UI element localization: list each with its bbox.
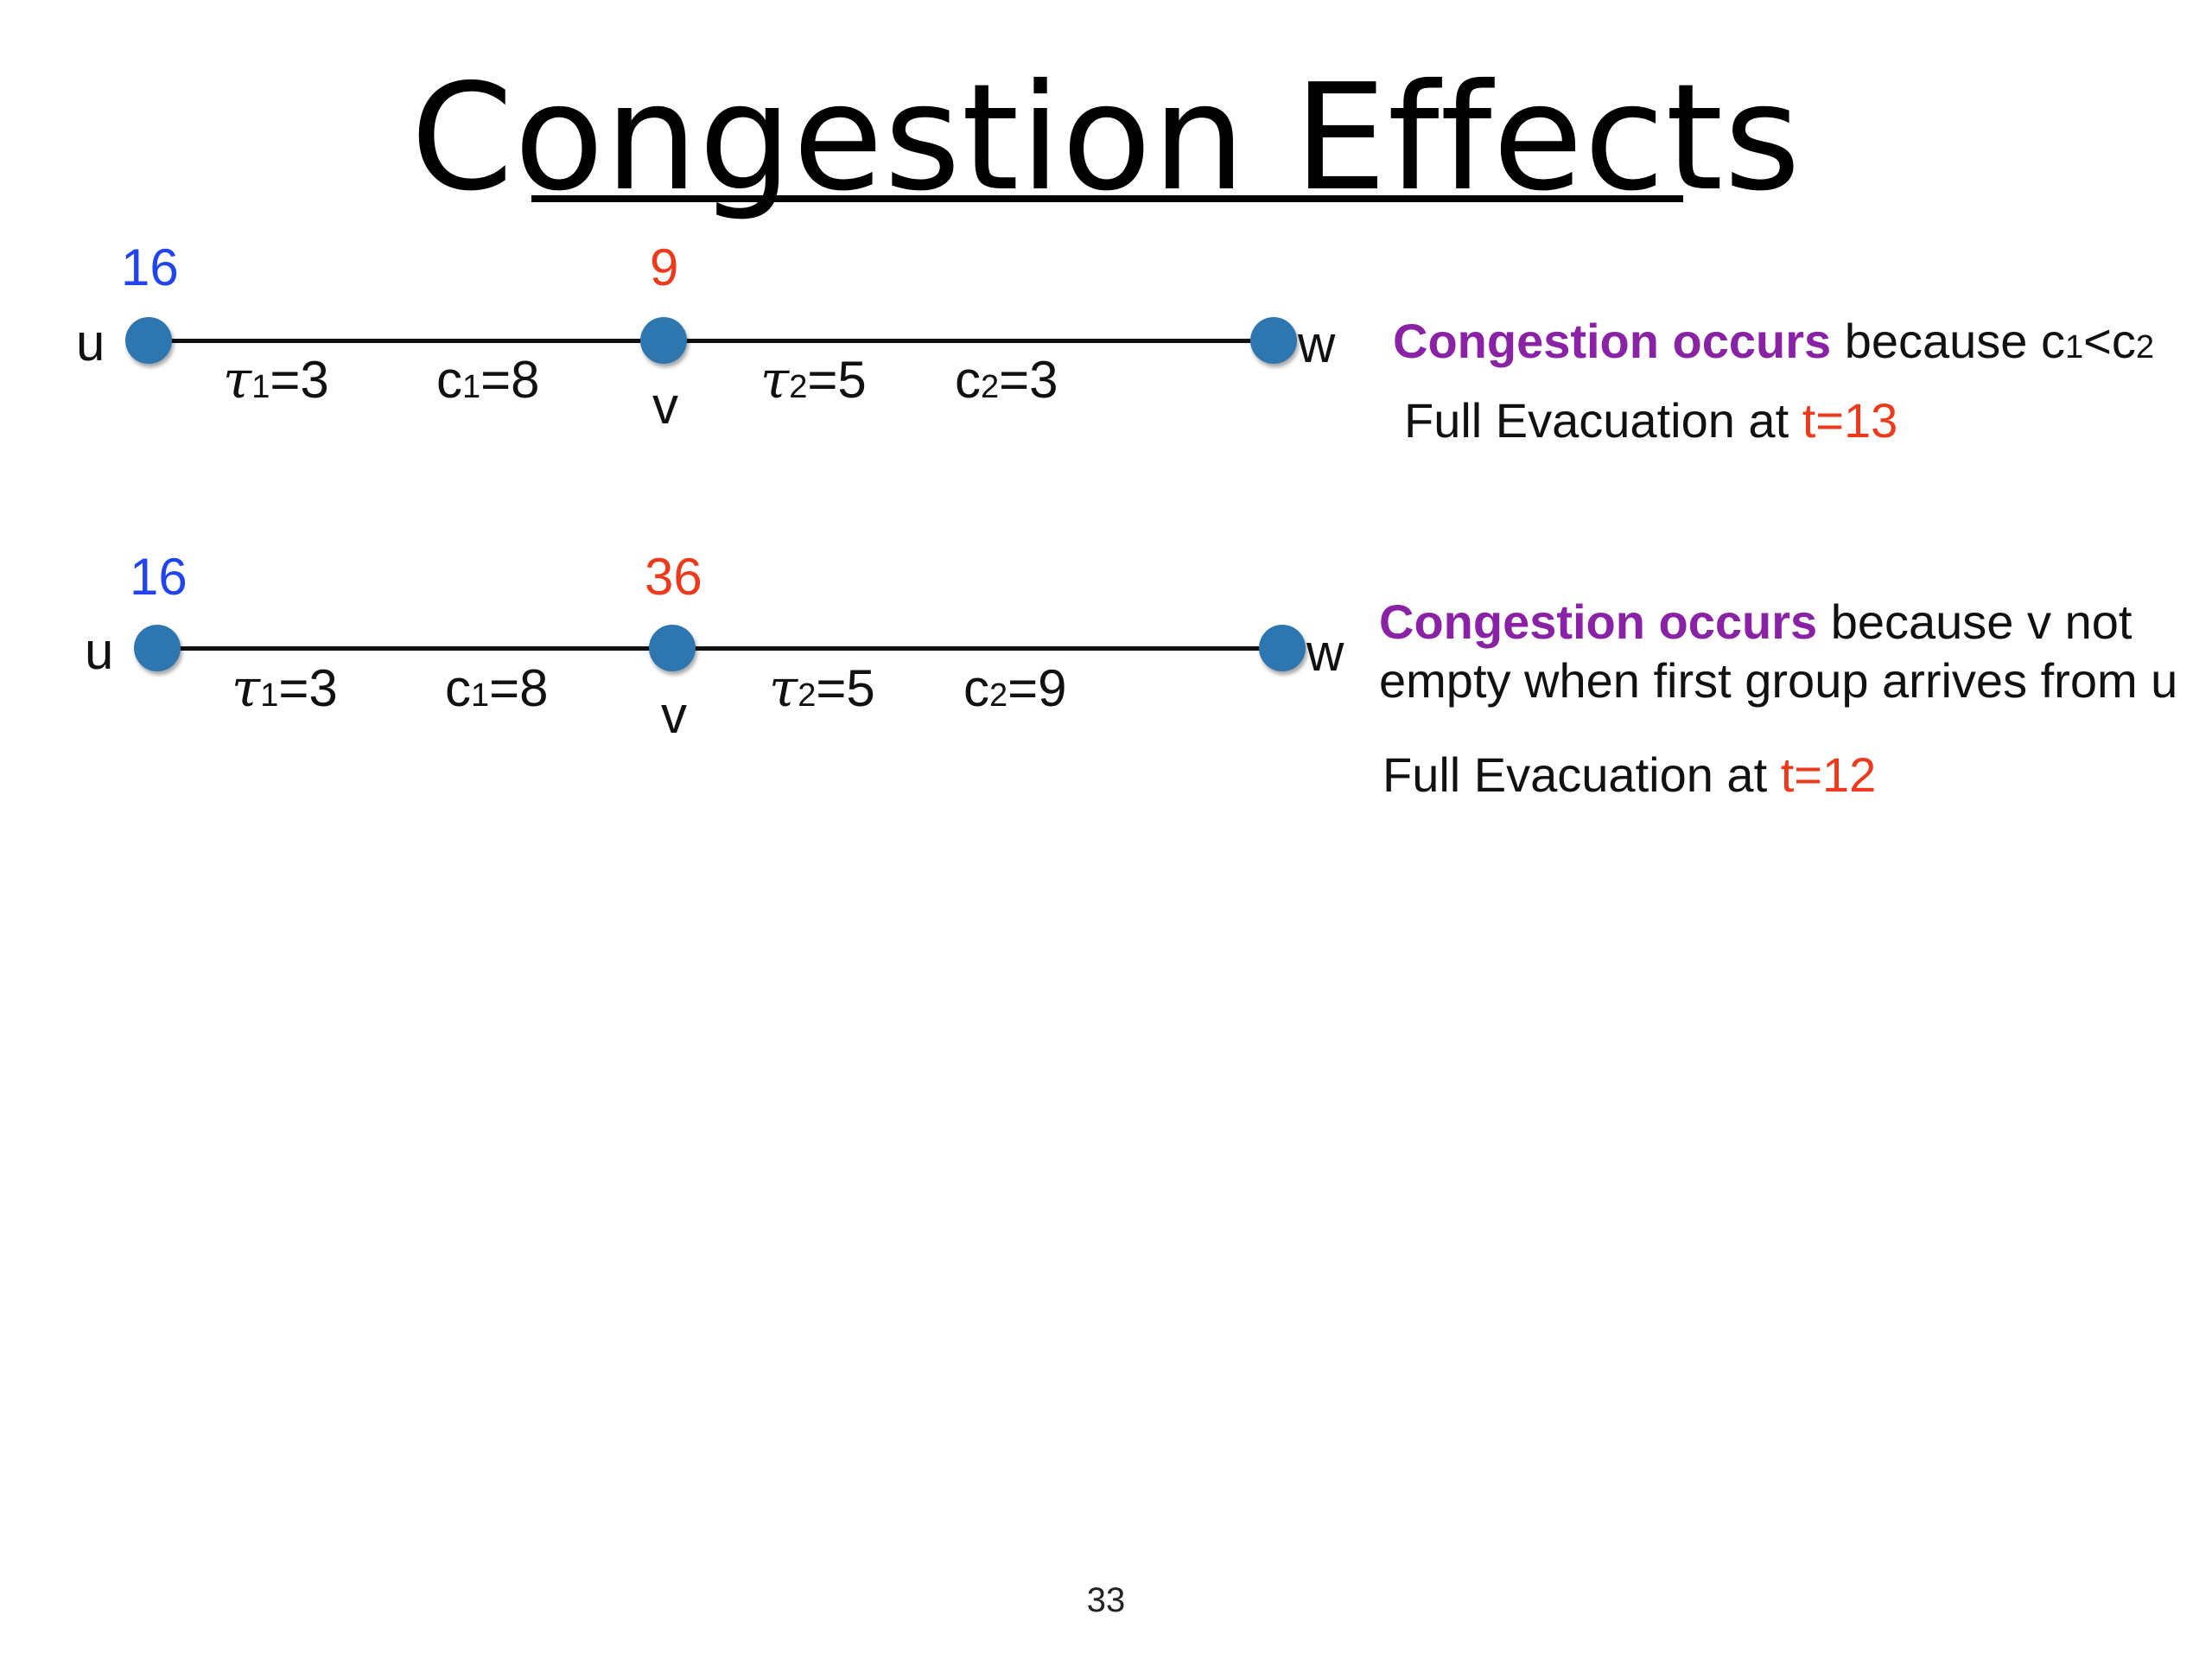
edge1-capacity: c1=8 <box>445 659 549 717</box>
network-diagram-1: u v w 16 9 τ1=3 c1=8 τ2=5 c2=3 <box>0 233 1382 562</box>
edge2-travel-time: τ2=5 <box>760 350 867 410</box>
node-v-label: v <box>652 377 678 435</box>
page-number: 33 <box>1086 1581 1126 1619</box>
congestion-note-1: Congestion occurs because c1<c2 <box>1393 314 2154 368</box>
node-w-label: w <box>1306 624 1344 682</box>
source-count: 16 <box>130 548 188 606</box>
edge-u-v <box>157 646 672 651</box>
node-v <box>640 317 687 364</box>
v-count: 9 <box>650 238 679 296</box>
title-underline <box>531 195 1683 202</box>
evacuation-time-1: Full Evacuation at t=13 <box>1404 393 1898 448</box>
node-u <box>134 625 181 671</box>
edge-v-w <box>664 339 1274 343</box>
congestion-note-2-line1: Congestion occurs because v not <box>1379 594 2133 649</box>
edge1-capacity: c1=8 <box>436 351 540 409</box>
node-u <box>125 317 172 364</box>
source-count: 16 <box>121 238 179 296</box>
edge-v-w <box>672 646 1282 651</box>
edge2-travel-time: τ2=5 <box>769 658 875 719</box>
node-u-label: u <box>85 622 114 680</box>
node-v <box>649 625 696 671</box>
node-v-label: v <box>661 686 687 744</box>
v-count: 36 <box>645 548 702 606</box>
node-w-label: w <box>1298 315 1336 373</box>
network-diagram-2: u v w 16 36 τ1=3 c1=8 τ2=5 c2=9 <box>0 544 1382 873</box>
edge-u-v <box>149 339 664 343</box>
node-w <box>1259 625 1306 671</box>
node-w <box>1250 317 1297 364</box>
edge2-capacity: c2=3 <box>955 351 1058 409</box>
node-u-label: u <box>76 314 105 372</box>
evacuation-time-2: Full Evacuation at t=12 <box>1382 747 1877 802</box>
congestion-note-2-line2: empty when first group arrives from u <box>1379 653 2178 708</box>
edge2-capacity: c2=9 <box>963 659 1067 717</box>
edge1-travel-time: τ1=3 <box>232 658 338 719</box>
edge1-travel-time: τ1=3 <box>223 350 329 410</box>
